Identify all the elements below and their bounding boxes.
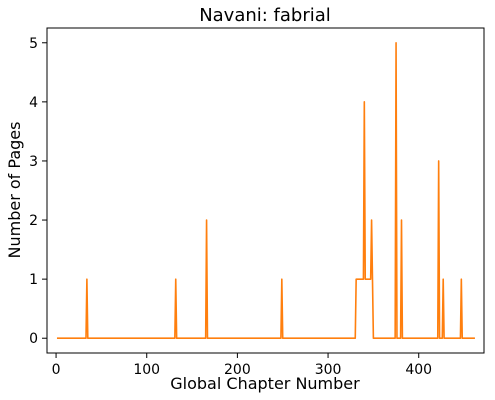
y-tick-label: 5 bbox=[29, 36, 38, 52]
x-tick-label: 0 bbox=[52, 362, 61, 378]
y-axis-label: Number of Pages bbox=[5, 122, 24, 259]
x-tick-label: 100 bbox=[133, 362, 160, 378]
y-tick-label: 1 bbox=[29, 272, 38, 288]
y-tick-label: 3 bbox=[29, 154, 38, 170]
series-line bbox=[56, 41, 475, 340]
chart-title: Navani: fabrial bbox=[199, 5, 331, 26]
y-tick-label: 4 bbox=[29, 95, 38, 111]
y-axis: 0 1 2 3 4 5 bbox=[29, 36, 47, 347]
x-axis-label: Global Chapter Number bbox=[170, 374, 360, 393]
plot-area bbox=[46, 27, 485, 354]
x-tick-label: 200 bbox=[224, 362, 251, 378]
plot-frame bbox=[46, 27, 485, 354]
y-tick-label: 0 bbox=[29, 331, 38, 347]
x-tick-label: 400 bbox=[405, 362, 432, 378]
y-tick-label: 2 bbox=[29, 213, 38, 229]
x-axis: 0 100 200 300 400 bbox=[52, 353, 432, 378]
x-tick-label: 300 bbox=[315, 362, 342, 378]
